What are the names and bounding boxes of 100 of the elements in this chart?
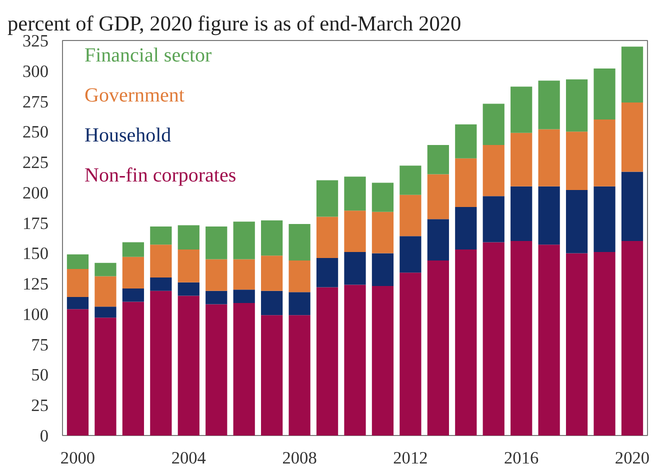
bar: [538, 244, 560, 436]
bar: [594, 120, 616, 186]
bar: [566, 253, 588, 436]
bar: [566, 132, 588, 190]
bar: [482, 104, 504, 146]
bar: [261, 220, 283, 256]
bar: [66, 254, 89, 269]
bar: [400, 236, 422, 273]
bar: [344, 210, 366, 252]
bar: [206, 226, 228, 260]
y-tick-label: 150: [22, 244, 49, 264]
bar: [621, 241, 644, 436]
bar: [427, 174, 449, 220]
x-tick-label: 2020: [614, 448, 650, 468]
bar: [94, 262, 116, 276]
bar: [288, 260, 310, 292]
bar: [455, 158, 477, 208]
bar: [150, 226, 172, 245]
y-tick-label: 275: [22, 92, 49, 112]
bar: [288, 292, 310, 316]
bar: [178, 282, 200, 296]
y-tick-label: 300: [22, 62, 49, 81]
bar: [150, 278, 172, 291]
bar: [288, 224, 310, 260]
bar: [233, 290, 255, 304]
bar: [427, 145, 449, 174]
bar: [482, 145, 504, 196]
bar: [316, 258, 338, 288]
y-tick-label: 25: [31, 396, 48, 416]
bar: [344, 176, 366, 211]
x-tick-label: 2004: [171, 448, 206, 468]
bar: [594, 252, 616, 436]
bar: [122, 256, 144, 288]
bar: [400, 194, 422, 236]
bar: [455, 250, 477, 436]
y-tick-label: 100: [22, 304, 49, 324]
bar: [400, 166, 422, 195]
x-tick-label: 2016: [504, 448, 540, 468]
bar: [594, 68, 616, 120]
bar: [206, 290, 228, 304]
x-tick-label: 2000: [60, 448, 96, 468]
bar: [427, 219, 449, 260]
bar: [538, 186, 560, 245]
bar: [94, 318, 116, 436]
bar: [482, 242, 504, 436]
bar: [372, 182, 394, 212]
bar: [316, 180, 338, 217]
bar: [372, 212, 394, 254]
bar: [178, 250, 200, 282]
y-tick-label: 200: [22, 183, 49, 202]
bar: [178, 296, 200, 436]
y-tick-label: 0: [40, 426, 49, 446]
bar: [233, 259, 255, 290]
bar: [150, 244, 172, 278]
bar: [510, 241, 532, 436]
bar: [621, 102, 644, 172]
x-tick-label: 2012: [393, 448, 428, 468]
bar: [372, 253, 394, 286]
bar: [621, 172, 644, 242]
bar: [122, 302, 144, 436]
bar: [566, 190, 588, 254]
bar: [94, 276, 116, 307]
y-tick-label: 225: [22, 153, 49, 172]
bar: [538, 129, 560, 186]
text: Household: [84, 124, 172, 146]
y-tick-label: 250: [22, 122, 49, 142]
bar: [427, 260, 449, 436]
bar: [261, 256, 283, 291]
text: Government: [84, 84, 185, 106]
bar: [178, 225, 200, 250]
bar: [288, 315, 310, 436]
bar: [233, 222, 255, 260]
bar: [510, 132, 532, 186]
bar: [206, 259, 228, 291]
bar: [66, 268, 89, 297]
bar: [482, 196, 504, 242]
bar: [510, 86, 532, 133]
bar: [372, 286, 394, 436]
bar: [66, 296, 89, 310]
bar: [206, 304, 228, 436]
bar: [316, 287, 338, 436]
bar: [150, 290, 172, 436]
bar: [455, 207, 477, 250]
bar: [566, 79, 588, 132]
bar: [122, 288, 144, 302]
bar: [510, 186, 532, 242]
bar: [621, 46, 644, 102]
bar: [261, 290, 283, 316]
text: Financial sector: [84, 44, 212, 66]
bar: [344, 284, 366, 436]
bar: [94, 306, 116, 318]
bar: [344, 252, 366, 285]
y-tick-label: 75: [31, 335, 48, 354]
bar: [538, 80, 560, 130]
y-tick-label: 175: [22, 214, 49, 233]
bar: [261, 315, 283, 436]
bar: [316, 216, 338, 258]
x-tick-label: 2008: [282, 448, 317, 468]
bar: [122, 242, 144, 257]
y-tick-label: 125: [22, 274, 49, 294]
